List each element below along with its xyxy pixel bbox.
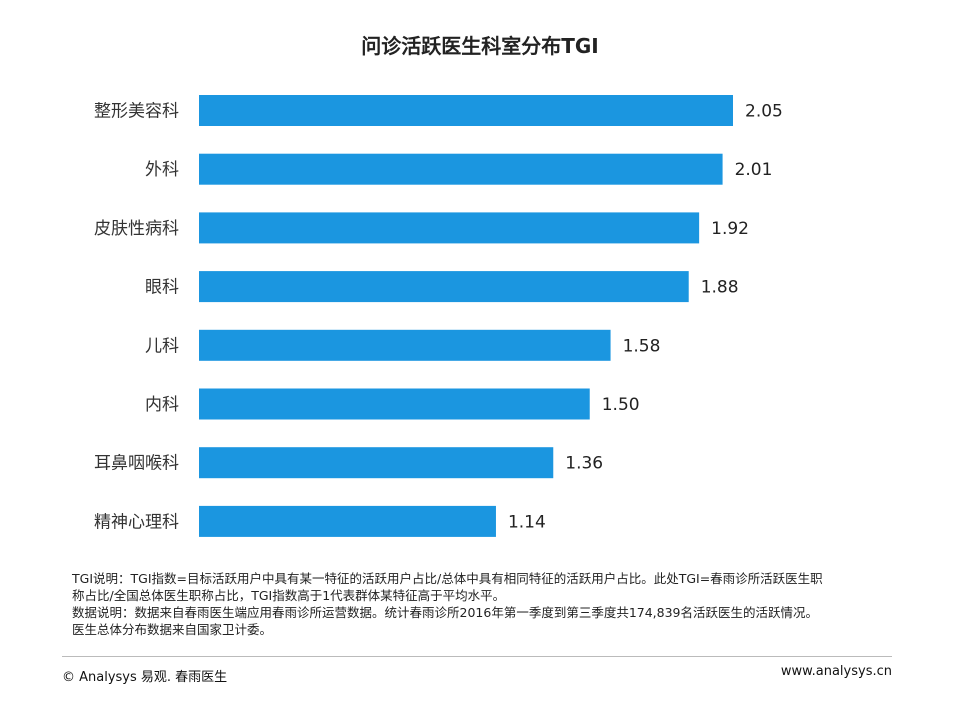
bar-1 — [199, 95, 733, 126]
value-label: 1.36 — [565, 454, 603, 474]
note-line: 数据说明：数据来自春雨医生端应用春雨诊所运营数据。统计春雨诊所2016年第一季度… — [72, 605, 819, 620]
value-label: 1.88 — [701, 278, 739, 298]
chart-title: 问诊活跃医生科室分布TGI — [361, 34, 599, 58]
category-label: 皮肤性病科 — [94, 219, 179, 239]
bar-8 — [199, 505, 496, 537]
footer-website[interactable]: www.analysys.cn — [780, 664, 892, 679]
bar-chart: 整形美容科 2.05 外科 2.01 皮肤性病科 1.92 眼科 1.88 儿科 1.58 内科 1.… — [94, 95, 783, 537]
value-label: 1.58 — [623, 336, 661, 356]
footer-divider — [62, 656, 892, 657]
value-label: 1.50 — [602, 395, 640, 415]
footer-source: © Analysys 易观. 春雨医生 — [62, 670, 228, 685]
note-line: TGI说明：TGI指数=目标活跃用户中具有某一特征的活跃用户占比/总体中具有相同… — [72, 571, 823, 586]
value-label: 2.01 — [735, 160, 773, 180]
bar-6 — [199, 388, 590, 420]
notes: TGI说明：TGI指数=目标活跃用户中具有某一特征的活跃用户占比/总体中具有相同… — [72, 570, 952, 638]
bar-7 — [199, 447, 554, 479]
value-label: 1.92 — [711, 219, 749, 239]
value-label: 2.05 — [745, 102, 783, 122]
note-line: 医生总体分布数据来自国家卫计委。 — [72, 622, 273, 637]
note-line: 称占比/全国总体医生职称占比，TGI指数高于1代表群体某特征高于平均水平。 — [72, 588, 506, 603]
bar-2 — [199, 153, 723, 185]
category-label: 耳鼻咽喉科 — [94, 454, 179, 474]
category-label: 整形美容科 — [94, 102, 179, 122]
bar-4 — [199, 271, 689, 303]
value-label: 1.14 — [508, 512, 546, 532]
category-label: 眼科 — [145, 278, 179, 298]
bar-3 — [199, 212, 700, 244]
category-label: 内科 — [145, 395, 179, 415]
category-label: 精神心理科 — [94, 512, 179, 532]
bar-5 — [199, 329, 611, 361]
category-label: 儿科 — [145, 336, 179, 356]
category-label: 外科 — [145, 160, 179, 180]
